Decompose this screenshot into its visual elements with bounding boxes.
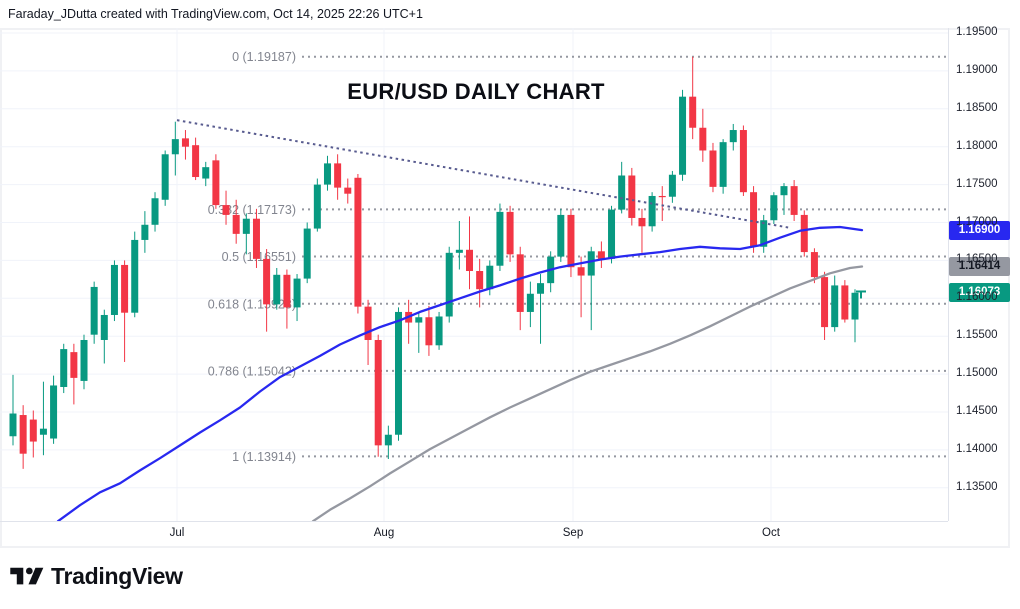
time-axis-separator [0, 521, 948, 522]
ma-slow-price-badge: 1.16414 [949, 257, 1010, 277]
ma-slow-line[interactable] [311, 265, 864, 522]
price-axis-label: 1.18500 [956, 101, 998, 114]
gridlines [0, 28, 948, 521]
time-axis-label-oct: Oct [762, 527, 780, 539]
last-price-marker [856, 290, 866, 299]
price-axis-label: 1.18000 [956, 139, 998, 152]
tradingview-logo-text: TradingView [51, 563, 183, 589]
candlestick-chart[interactable]: 0 (1.19187)0.382 (1.17173)0.5 (1.16551)0… [0, 28, 948, 521]
price-axis-label: 1.19000 [956, 63, 998, 76]
price-axis-separator [948, 28, 949, 521]
time-axis-label-jul: Jul [169, 527, 185, 539]
price-axis-label: 1.16500 [956, 253, 998, 266]
attribution-text: Faraday_JDutta created with TradingView.… [8, 7, 423, 21]
price-axis-label: 1.14500 [956, 405, 998, 417]
tradingview-logo-icon [10, 564, 44, 590]
ma-fast-line[interactable] [56, 225, 864, 521]
fib-level-label: 0.618 (1.15928) [208, 297, 296, 311]
chart-title: EUR/USD DAILY CHART [347, 79, 605, 104]
price-axis-label: 1.19500 [956, 26, 998, 38]
fib-level-label: 1 (1.13914) [232, 450, 296, 464]
fib-level-label: 0.382 (1.17173) [208, 203, 296, 217]
candles[interactable] [9, 56, 859, 469]
price-axis-label: 1.14000 [956, 442, 998, 455]
price-axis-label: 1.15000 [956, 367, 998, 380]
time-axis-label-aug: Aug [373, 527, 395, 539]
price-axis-label: 1.15500 [956, 329, 998, 342]
price-axis-label: 1.16000 [956, 291, 998, 304]
fib-retracement[interactable]: 0 (1.19187)0.382 (1.17173)0.5 (1.16551)0… [208, 50, 946, 464]
fib-level-label: 0 (1.19187) [232, 50, 296, 64]
price-axis-label: 1.17500 [956, 177, 998, 190]
last-price-badge: 1.16073 [949, 283, 1010, 303]
ma-fast-price-badge: 1.16900 [949, 220, 1010, 240]
descending-trendline[interactable] [176, 119, 791, 229]
price-axis-label: 1.17000 [956, 215, 998, 228]
price-axis-label: 1.13500 [956, 480, 998, 493]
tradingview-watermark: TradingView [10, 563, 183, 590]
time-axis-label-sep: Sep [562, 527, 584, 539]
fib-level-label: 0.786 (1.15042) [208, 364, 296, 378]
